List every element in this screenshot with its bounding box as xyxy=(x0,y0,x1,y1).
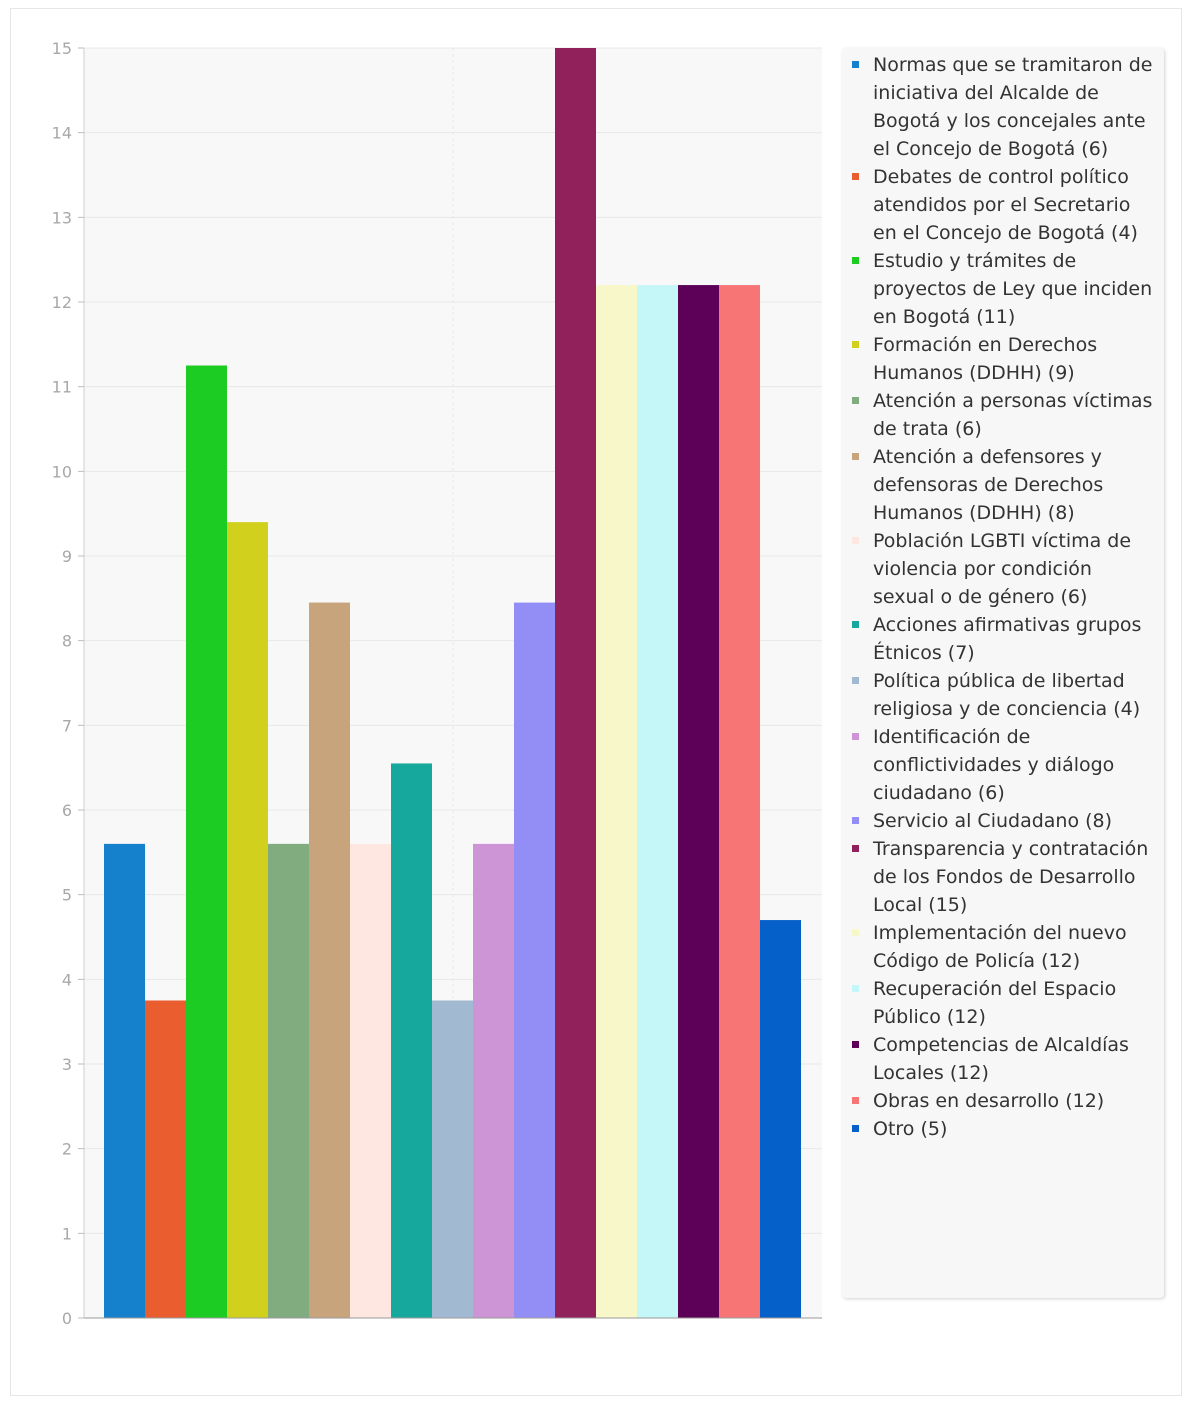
legend-swatch-7 xyxy=(852,621,859,628)
legend-swatch-10 xyxy=(852,817,859,824)
legend-swatch-1 xyxy=(852,173,859,180)
legend-swatch-13 xyxy=(852,985,859,992)
y-tick-label-3: 3 xyxy=(62,1055,72,1074)
legend-swatch-12 xyxy=(852,929,859,936)
y-tick-label-7: 7 xyxy=(62,716,72,735)
legend-item-0[interactable]: Normas que se tramitaron de iniciativa d… xyxy=(852,51,1158,163)
legend-item-8[interactable]: Política pública de libertad religiosa y… xyxy=(852,667,1158,723)
legend-swatch-2 xyxy=(852,257,859,264)
legend-label-4: Atención a personas víctimas de trata (6… xyxy=(873,390,1153,440)
y-tick-label-4: 4 xyxy=(62,970,72,989)
y-tick-label-9: 9 xyxy=(62,547,72,566)
legend-item-13[interactable]: Recuperación del Espacio Público (12) xyxy=(852,975,1158,1031)
bar-5[interactable] xyxy=(309,602,350,1318)
legend-label-13: Recuperación del Espacio Público (12) xyxy=(873,978,1117,1028)
bars xyxy=(104,48,801,1319)
legend-item-14[interactable]: Competencias de Alcaldías Locales (12) xyxy=(852,1031,1158,1087)
legend-swatch-6 xyxy=(852,537,859,544)
legend-label-11: Transparencia y contratación de los Fond… xyxy=(873,838,1149,916)
legend-swatch-8 xyxy=(852,677,859,684)
bar-3[interactable] xyxy=(227,522,268,1318)
legend-item-6[interactable]: Población LGBTI víctima de violencia por… xyxy=(852,527,1158,611)
legend-swatch-4 xyxy=(852,397,859,404)
y-tick-label-8: 8 xyxy=(62,632,72,651)
bar-1[interactable] xyxy=(145,1000,186,1319)
y-tick-label-10: 10 xyxy=(52,462,72,481)
legend-item-9[interactable]: Identificación de conflictividades y diá… xyxy=(852,723,1158,807)
y-tick-label-13: 13 xyxy=(52,208,72,227)
legend-swatch-0 xyxy=(852,61,859,68)
legend-label-14: Competencias de Alcaldías Locales (12) xyxy=(873,1034,1129,1084)
legend-swatch-3 xyxy=(852,341,859,348)
bar-0[interactable] xyxy=(104,843,145,1318)
legend-label-8: Política pública de libertad religiosa y… xyxy=(873,670,1141,720)
legend-label-9: Identificación de conflictividades y diá… xyxy=(873,726,1115,804)
bar-15[interactable] xyxy=(719,285,760,1319)
legend-swatch-5 xyxy=(852,453,859,460)
legend-label-6: Población LGBTI víctima de violencia por… xyxy=(873,530,1132,608)
legend-swatch-9 xyxy=(852,733,859,740)
legend-label-2: Estudio y trámites de proyectos de Ley q… xyxy=(873,250,1153,328)
y-tick-label-15: 15 xyxy=(52,39,72,58)
legend-label-16: Otro (5) xyxy=(873,1118,948,1140)
legend-item-5[interactable]: Atención a defensores y defensoras de De… xyxy=(852,443,1158,527)
legend-label-12: Implementación del nuevo Código de Polic… xyxy=(873,922,1127,972)
legend-label-1: Debates de control político atendidos po… xyxy=(873,166,1138,244)
y-tick-label-5: 5 xyxy=(62,886,72,905)
legend-item-7[interactable]: Acciones afirmativas grupos Étnicos (7) xyxy=(852,611,1158,667)
bar-10[interactable] xyxy=(514,602,555,1318)
legend-swatch-16 xyxy=(852,1125,859,1132)
legend-label-15: Obras en desarrollo (12) xyxy=(873,1090,1105,1112)
legend-item-2[interactable]: Estudio y trámites de proyectos de Ley q… xyxy=(852,247,1158,331)
y-tick-label-6: 6 xyxy=(62,801,72,820)
bar-8[interactable] xyxy=(432,1000,473,1319)
bar-7[interactable] xyxy=(391,763,432,1318)
legend-item-1[interactable]: Debates de control político atendidos po… xyxy=(852,163,1158,247)
y-tick-label-11: 11 xyxy=(52,378,72,397)
y-tick-label-12: 12 xyxy=(52,293,72,312)
legend-swatch-15 xyxy=(852,1097,859,1104)
bar-16[interactable] xyxy=(760,920,801,1318)
bar-6[interactable] xyxy=(350,843,391,1318)
legend-swatch-14 xyxy=(852,1041,859,1048)
bar-9[interactable] xyxy=(473,843,514,1318)
y-tick-label-14: 14 xyxy=(52,124,72,143)
bar-11[interactable] xyxy=(555,48,596,1318)
y-tick-label-0: 0 xyxy=(62,1309,72,1328)
axes xyxy=(83,48,822,1319)
y-tick-label-2: 2 xyxy=(62,1140,72,1159)
legend-item-15[interactable]: Obras en desarrollo (12) xyxy=(852,1087,1158,1115)
legend-item-3[interactable]: Formación en Derechos Humanos (DDHH) (9) xyxy=(852,331,1158,387)
y-tick-label-1: 1 xyxy=(62,1224,72,1243)
bar-2[interactable] xyxy=(186,365,227,1319)
bar-12[interactable] xyxy=(596,285,637,1319)
legend-item-12[interactable]: Implementación del nuevo Código de Polic… xyxy=(852,919,1158,975)
legend-label-5: Atención a defensores y defensoras de De… xyxy=(873,446,1104,524)
bar-13[interactable] xyxy=(637,285,678,1319)
bar-4[interactable] xyxy=(268,843,309,1318)
legend-item-10[interactable]: Servicio al Ciudadano (8) xyxy=(852,807,1158,835)
legend: Normas que se tramitaron de iniciativa d… xyxy=(842,48,1164,1298)
legend-label-3: Formación en Derechos Humanos (DDHH) (9) xyxy=(873,334,1098,384)
legend-label-10: Servicio al Ciudadano (8) xyxy=(873,810,1113,832)
bar-14[interactable] xyxy=(678,285,719,1319)
legend-swatch-11 xyxy=(852,845,859,852)
legend-item-4[interactable]: Atención a personas víctimas de trata (6… xyxy=(852,387,1158,443)
legend-item-11[interactable]: Transparencia y contratación de los Fond… xyxy=(852,835,1158,919)
legend-label-7: Acciones afirmativas grupos Étnicos (7) xyxy=(873,614,1142,664)
legend-item-16[interactable]: Otro (5) xyxy=(852,1115,1158,1143)
legend-label-0: Normas que se tramitaron de iniciativa d… xyxy=(873,54,1153,160)
